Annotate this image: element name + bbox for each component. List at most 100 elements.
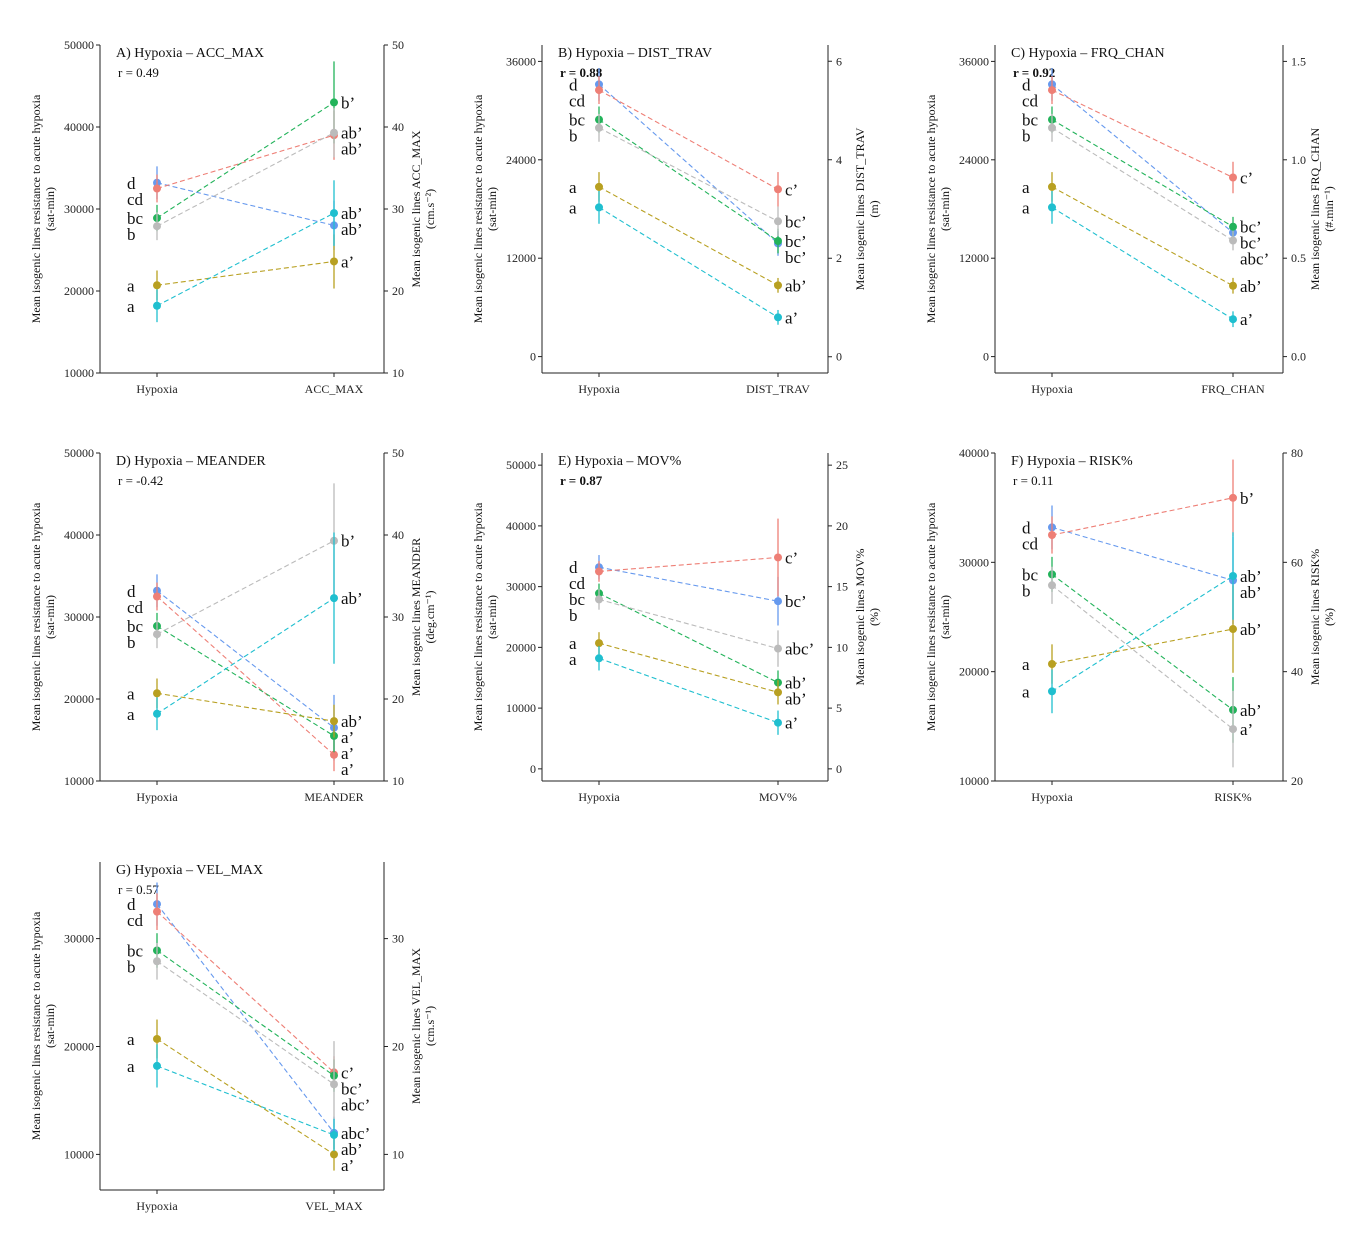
- left-data-point: [595, 654, 603, 663]
- left-tick-label: 40000: [64, 528, 94, 542]
- left-significance-letter: a: [127, 297, 135, 316]
- right-tick-label: 30: [392, 932, 404, 946]
- left-significance-letter: b: [1022, 581, 1031, 600]
- right-significance-letter: bc’: [785, 592, 807, 611]
- right-axis-title-line: (%): [867, 608, 881, 626]
- right-significance-letter: bc’: [785, 232, 807, 251]
- right-tick-label: 20: [392, 284, 404, 298]
- right-significance-letter: a’: [341, 728, 354, 747]
- right-axis-title-line: (#.min⁻¹): [1322, 186, 1336, 232]
- right-significance-letter: bc’: [1240, 218, 1262, 237]
- left-significance-letter: bc: [1022, 565, 1039, 584]
- left-significance-letter: a: [569, 634, 577, 653]
- series-line: [1051, 628, 1234, 665]
- series-line: [156, 1065, 335, 1136]
- right-data-point: [330, 1150, 338, 1159]
- right-significance-letter: ab’: [785, 276, 807, 295]
- left-significance-letter: bc: [127, 209, 144, 228]
- left-axis-title-line: (sat-min): [485, 595, 499, 639]
- left-data-point: [153, 907, 161, 916]
- left-significance-letter: cd: [127, 911, 144, 930]
- left-tick-label: 20000: [64, 1040, 94, 1054]
- left-significance-letter: b: [127, 957, 136, 976]
- left-data-point: [595, 203, 603, 212]
- left-significance-letter: d: [127, 582, 136, 601]
- right-data-point: [1229, 236, 1237, 245]
- right-data-point: [774, 644, 782, 653]
- left-significance-letter: cd: [569, 574, 586, 593]
- left-axis-title-line: Mean isogenic lines resistance to acute …: [924, 502, 938, 731]
- left-tick-label: 36000: [506, 54, 536, 68]
- series-line: [598, 598, 779, 650]
- right-tick-label: 20: [836, 519, 848, 533]
- series-line: [598, 89, 779, 190]
- left-data-point: [595, 567, 603, 576]
- right-data-point: [1229, 725, 1237, 734]
- right-significance-letter: ab’: [1240, 620, 1262, 639]
- right-significance-letter: ab’: [1240, 277, 1262, 296]
- left-significance-letter: cd: [127, 190, 144, 209]
- right-significance-letter: ab’: [341, 589, 363, 608]
- right-axis-title-line: Mean isogenic lines FRQ_CHAN: [1308, 128, 1322, 291]
- right-tick-label: 4: [836, 153, 842, 167]
- x-tick-label: Hypoxia: [578, 382, 620, 396]
- right-data-point: [774, 688, 782, 697]
- right-significance-letter: ab’: [341, 124, 363, 143]
- left-significance-letter: cd: [1022, 534, 1039, 553]
- left-tick-label: 40000: [506, 519, 536, 533]
- left-significance-letter: a: [569, 178, 577, 197]
- left-significance-letter: a: [1022, 178, 1030, 197]
- left-data-point: [153, 281, 161, 290]
- left-data-point: [595, 123, 603, 132]
- left-axis-title: Mean isogenic lines resistance to acute …: [29, 911, 57, 1140]
- right-significance-letter: a’: [341, 744, 354, 763]
- right-data-point: [1229, 572, 1237, 580]
- series-line: [1051, 575, 1234, 692]
- right-significance-letter: c’: [785, 180, 798, 199]
- right-tick-label: 10: [392, 774, 404, 788]
- right-tick-label: 0.5: [1291, 251, 1306, 265]
- right-axis-title-line: Mean isogenic lines RISK%: [1308, 549, 1322, 685]
- left-significance-letter: a: [127, 705, 135, 724]
- left-significance-letter: d: [127, 174, 136, 193]
- right-significance-letter: ab’: [785, 674, 807, 693]
- left-axis-title: Mean isogenic lines resistance to acute …: [29, 94, 57, 323]
- series-line: [598, 83, 779, 244]
- series-line: [156, 260, 335, 286]
- series-line: [156, 132, 335, 227]
- right-data-point: [774, 718, 782, 727]
- x-tick-label: DIST_TRAV: [746, 382, 810, 396]
- left-tick-label: 24000: [959, 153, 989, 167]
- left-significance-letter: a: [1022, 655, 1030, 674]
- left-axis-title-line: (sat-min): [43, 1004, 57, 1048]
- left-tick-label: 36000: [959, 54, 989, 68]
- x-tick-label: MEANDER: [304, 790, 363, 804]
- right-data-point: [1229, 222, 1237, 231]
- left-axis-title-line: (sat-min): [485, 187, 499, 231]
- left-tick-label: 50000: [506, 458, 536, 472]
- panel-title: F) Hypoxia – RISK%: [1011, 454, 1133, 469]
- left-axis-title-line: (sat-min): [938, 595, 952, 639]
- right-data-point: [774, 597, 782, 606]
- chart-panel: 0 10000 20000 30000 40000 50000 0 5 10 15 20 25 Hypo…: [471, 453, 881, 804]
- left-data-point: [1048, 123, 1056, 132]
- left-significance-letter: b: [127, 633, 136, 652]
- series-line: [598, 566, 779, 602]
- right-data-point: [774, 237, 782, 246]
- left-tick-label: 30000: [64, 202, 94, 216]
- series-line: [156, 212, 335, 307]
- right-tick-label: 50: [392, 38, 404, 52]
- right-significance-letter: a’: [1240, 310, 1253, 329]
- right-significance-letter: a’: [341, 252, 354, 271]
- right-significance-letter: a’: [785, 714, 798, 733]
- left-significance-letter: d: [127, 895, 136, 914]
- right-tick-label: 40: [392, 528, 404, 542]
- left-significance-letter: b: [1022, 127, 1031, 146]
- left-data-point: [1048, 531, 1056, 539]
- left-data-point: [153, 1034, 161, 1043]
- right-tick-label: 20: [1291, 774, 1303, 788]
- left-significance-letter: a: [127, 276, 135, 295]
- right-tick-label: 10: [392, 1147, 404, 1161]
- series-line: [156, 590, 335, 729]
- series-line: [156, 134, 335, 190]
